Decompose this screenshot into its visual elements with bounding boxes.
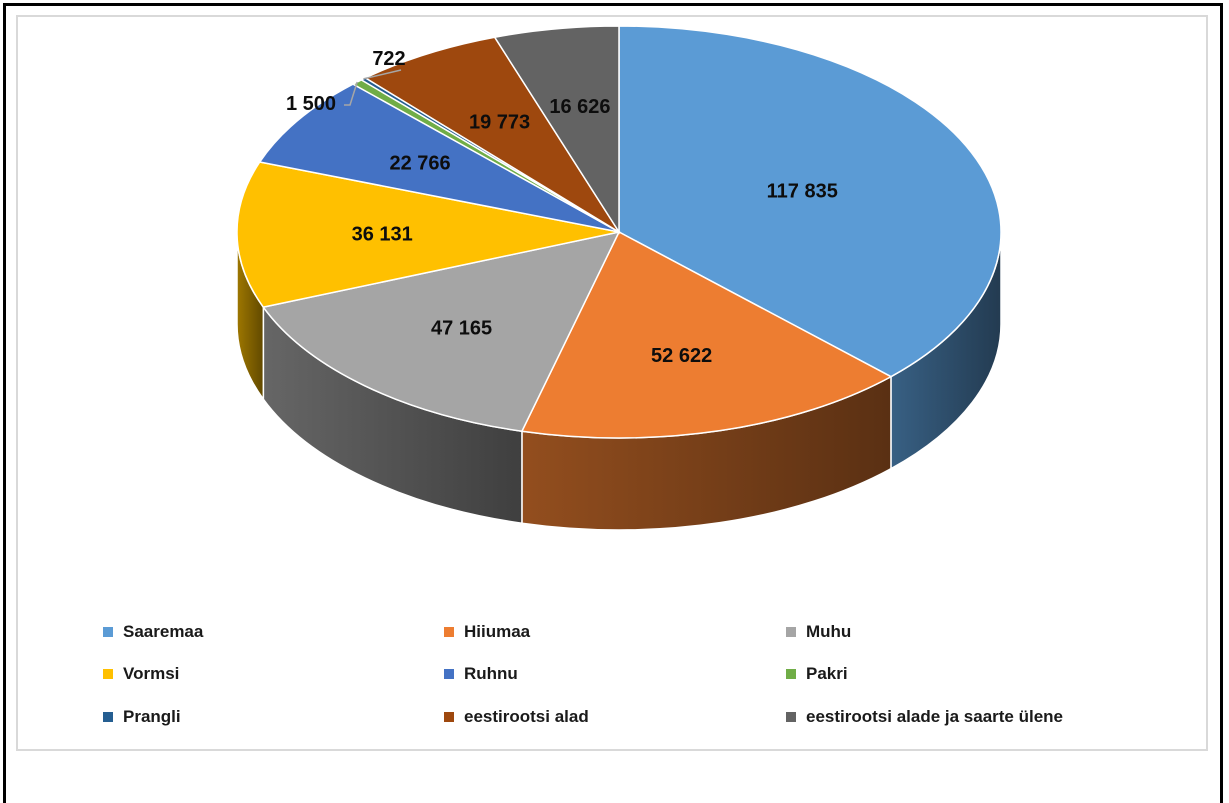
data-label-muhu: 47 165 bbox=[431, 317, 492, 339]
slice-muhu bbox=[262, 230, 621, 433]
slice-hiiumaa bbox=[520, 230, 893, 439]
outer-frame bbox=[3, 3, 1223, 803]
slice-eestirootsi-alad bbox=[363, 36, 620, 233]
data-label-vormsi: 36 131 bbox=[352, 224, 413, 246]
pie-slices bbox=[236, 25, 1002, 439]
slice-vormsi bbox=[236, 161, 620, 308]
slice-eestirootsi-alade-ja-saarte-ulene bbox=[493, 25, 620, 235]
data-labels: 117 835 52 622 47 165 36 131 22 766 1 500 722 1… bbox=[286, 48, 838, 367]
leader-lines bbox=[344, 69, 402, 106]
data-label-eestirootsi-alad: 19 773 bbox=[469, 112, 530, 134]
data-label-eestirootsi-alade-ja-saarte-ulene: 16 626 bbox=[549, 96, 610, 118]
slice-saaremaa bbox=[618, 25, 1002, 378]
slice-ruhnu bbox=[258, 83, 620, 233]
data-label-saaremaa: 117 835 bbox=[767, 181, 838, 203]
data-label-pakri: 1 500 bbox=[286, 93, 336, 115]
data-label-ruhnu: 22 766 bbox=[390, 153, 451, 175]
leader-line-pakri bbox=[344, 81, 358, 106]
leader-line-prangli bbox=[363, 69, 402, 80]
data-label-hiiumaa: 52 622 bbox=[651, 345, 712, 367]
data-label-prangli: 722 bbox=[372, 48, 405, 70]
